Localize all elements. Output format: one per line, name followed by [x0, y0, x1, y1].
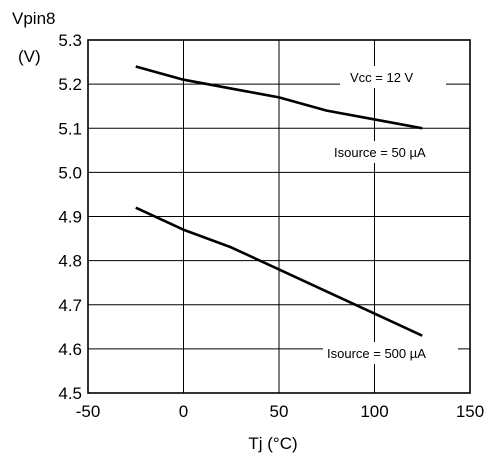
condition-label: Vcc = 12 V: [350, 70, 414, 85]
y-tick-label: 5.0: [58, 163, 82, 182]
x-tick-label: 150: [456, 402, 484, 421]
y-tick-label: 4.8: [58, 252, 82, 271]
x-tick-label: 50: [270, 402, 289, 421]
x-tick-label: 100: [360, 402, 388, 421]
series-1-label: Isource = 50 µA: [334, 145, 426, 160]
x-tick-label: -50: [76, 402, 101, 421]
y-tick-label: 4.5: [58, 384, 82, 403]
x-tick-label: 0: [179, 402, 188, 421]
series-layer: [135, 65, 423, 337]
y-axis-label: Vpin8: [12, 9, 55, 28]
series-2-line: [135, 206, 423, 337]
tick-labels: -50 0 50 100 150 4.5 4.6 4.7 4.8 4.9 5.0 5.1 5.2 5.3: [58, 31, 484, 421]
y-tick-label: 5.2: [58, 75, 82, 94]
y-tick-label: 4.6: [58, 340, 82, 359]
x-axis-label: Tj (°C): [248, 434, 297, 453]
y-axis-unit-label: (V): [18, 47, 41, 66]
series-2-annotation: Isource = 500 µA: [323, 342, 458, 364]
y-tick-label: 4.9: [58, 208, 82, 227]
plot-frame: [87, 39, 471, 394]
series-1-line: [135, 65, 423, 130]
y-tick-label: 5.1: [58, 119, 82, 138]
y-tick-label: 4.7: [58, 296, 82, 315]
y-tick-label: 5.3: [58, 31, 82, 50]
series-2-label: Isource = 500 µA: [327, 346, 426, 361]
series-1-annotation: Isource = 50 µA: [330, 141, 458, 163]
grid: [88, 40, 470, 393]
condition-annotation: Vcc = 12 V: [340, 66, 446, 88]
